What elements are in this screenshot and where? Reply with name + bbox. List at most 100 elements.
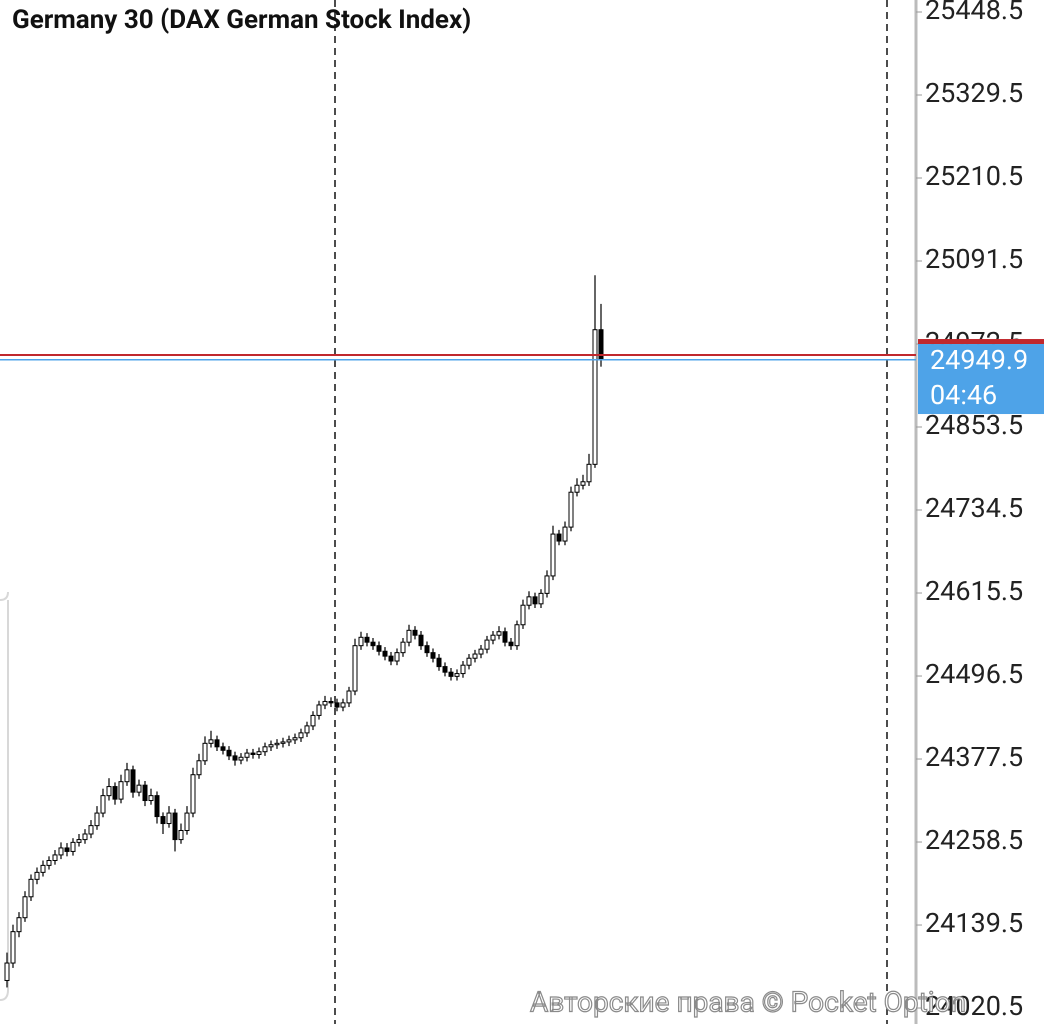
candle-body <box>436 657 442 668</box>
candle-body <box>166 812 172 825</box>
candle-body <box>430 652 436 659</box>
candle-body <box>250 752 256 755</box>
candle-body <box>544 575 550 594</box>
candle-body <box>562 526 568 542</box>
candle-body <box>586 463 592 483</box>
candle-body <box>304 725 310 734</box>
candle-body <box>532 596 538 605</box>
candle-body <box>574 484 580 493</box>
price-axis: 25448.525329.525210.525091.524972.524853… <box>916 0 1044 1022</box>
candle-body <box>502 631 508 643</box>
candle-body <box>274 742 280 746</box>
candle-body <box>334 702 340 708</box>
candle-body <box>592 329 598 465</box>
candle-body <box>472 653 478 659</box>
candle-body <box>196 760 202 776</box>
candle-body <box>256 751 262 755</box>
chart-title: Germany 30 (DAX German Stock Index) <box>12 5 471 35</box>
candle-timer: 04:46 <box>930 379 997 411</box>
candle-body <box>460 664 466 675</box>
candle-body <box>568 491 574 528</box>
candle-body <box>70 841 76 852</box>
y-tick-label: 24258.5 <box>925 824 1023 856</box>
candle-body <box>100 795 106 814</box>
candle-body <box>220 746 226 751</box>
candle-body <box>76 839 82 843</box>
y-tick-label: 24615.5 <box>925 575 1023 607</box>
candle-body <box>370 641 376 647</box>
candle-body <box>286 739 292 743</box>
candle-body <box>154 795 160 818</box>
candle-body <box>142 784 148 802</box>
y-tick-label: 25210.5 <box>925 160 1023 192</box>
candle-body <box>478 648 484 655</box>
candle-body <box>508 641 514 647</box>
current-price-tag <box>918 344 1044 415</box>
candle-body <box>16 917 22 933</box>
candle-body <box>466 657 472 666</box>
ask-price-marker <box>918 339 1044 345</box>
plot-area <box>0 275 916 988</box>
candle-body <box>232 755 238 761</box>
candle-body <box>280 741 286 744</box>
candle-body <box>22 896 28 919</box>
candle-body <box>400 641 406 654</box>
candle-body <box>484 639 490 650</box>
candle-body <box>262 746 268 753</box>
watermark: Авторские права © Pocket Option <box>530 985 966 1018</box>
candle-body <box>58 847 64 856</box>
candle-body <box>376 645 382 652</box>
candle-body <box>406 629 412 643</box>
candle-body <box>352 645 358 692</box>
y-tick-label: 25448.5 <box>925 0 1023 26</box>
candle-body <box>514 624 520 647</box>
y-tick-label: 24020.5 <box>925 990 1023 1022</box>
candle-body <box>322 700 328 706</box>
candle-body <box>190 774 196 814</box>
candle-body <box>268 744 274 748</box>
candle-body <box>388 655 394 662</box>
candle-body <box>442 666 448 673</box>
y-tick-label: 25091.5 <box>925 243 1023 275</box>
candle-body <box>298 732 304 739</box>
y-tick-label: 24496.5 <box>925 658 1023 690</box>
candle-body <box>184 812 190 832</box>
candle-body <box>424 645 430 654</box>
candle-body <box>178 830 184 841</box>
candle-body <box>118 781 124 800</box>
candle-body <box>202 742 208 762</box>
candle-body <box>454 673 460 677</box>
y-tick-label: 24139.5 <box>925 907 1023 939</box>
candle-body <box>28 878 34 898</box>
y-tick-label: 24853.5 <box>925 409 1023 441</box>
candle-body <box>10 931 16 964</box>
candle-body <box>364 636 370 643</box>
candle-body <box>340 702 346 708</box>
candle-body <box>46 860 52 866</box>
current-price-label: 24949.9 <box>930 344 1028 376</box>
candle-body <box>238 756 244 761</box>
candle-body <box>112 786 118 800</box>
candle-body <box>550 533 556 577</box>
candle-body <box>226 749 232 757</box>
candle-body <box>214 739 220 748</box>
candle-body <box>556 533 562 542</box>
y-tick-label: 25329.5 <box>925 77 1023 109</box>
y-tick-label: 24734.5 <box>925 492 1023 524</box>
candle-body <box>418 634 424 647</box>
candle-body <box>580 481 586 486</box>
candle-body <box>412 629 418 636</box>
candle-body <box>538 592 544 605</box>
candle-body <box>94 812 100 827</box>
candle-body <box>82 833 88 841</box>
candle-body <box>328 700 334 704</box>
candle-body <box>394 652 400 662</box>
candle-body <box>292 737 298 741</box>
candle-body <box>124 769 130 783</box>
candle-body <box>64 847 70 852</box>
candle-body <box>310 714 316 727</box>
candle-body <box>316 704 322 716</box>
candle-body <box>160 816 166 825</box>
y-tick-label: 24377.5 <box>925 741 1023 773</box>
candle-body <box>526 596 532 606</box>
